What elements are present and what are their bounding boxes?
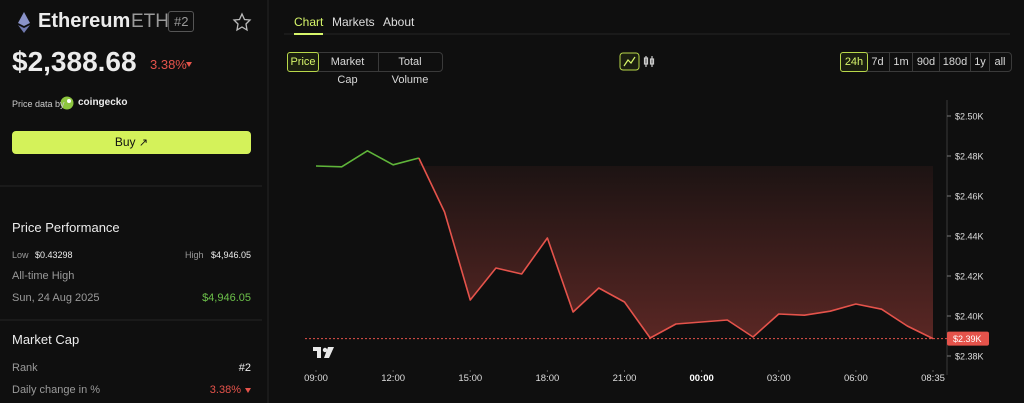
tradingview-logo <box>313 347 334 358</box>
y-tick-label: $2.38K <box>955 352 984 362</box>
coin-symbol: ETH <box>131 11 169 32</box>
x-tick-label: 15:00 <box>458 373 482 384</box>
tab[interactable]: Chart <box>294 15 324 35</box>
eth-logo <box>18 12 30 33</box>
y-tick-label: $2.40K <box>955 312 984 322</box>
daily-change-value: 3.38% <box>209 384 241 396</box>
y-tick-label: $2.44K <box>955 232 984 242</box>
price-line <box>315 150 420 168</box>
x-tick-label: 03:00 <box>767 373 791 384</box>
source-prefix: Price data by <box>12 99 65 109</box>
section-title: Market Cap <box>12 332 80 347</box>
low-label: Low <box>12 250 29 260</box>
ath-date: Sun, 24 Aug 2025 <box>12 292 100 304</box>
range-button[interactable]: 180d <box>939 53 970 71</box>
y-tick-label: $2.50K <box>955 112 984 122</box>
ath-value: $4,946.05 <box>202 292 251 304</box>
x-tick-label: 00:00 <box>689 373 713 384</box>
rank-label: Rank <box>12 362 38 374</box>
buy-label: Buy <box>114 135 136 149</box>
buy-button[interactable]: Buy ↗ <box>12 131 251 154</box>
metric-button[interactable]: Total Volume <box>378 53 441 86</box>
x-tick-label: 09:00 <box>304 373 328 384</box>
source-name: coingecko <box>78 97 128 108</box>
candle-icon[interactable] <box>643 56 655 67</box>
section-title: Price Performance <box>12 220 120 235</box>
ath-label: All-time High <box>12 270 75 282</box>
favorite-star[interactable] <box>232 12 252 32</box>
current-price-tag <box>947 331 989 346</box>
metric-button[interactable]: Market Cap <box>330 56 365 86</box>
coin-name: Ethereum <box>38 10 131 32</box>
daily-change-label: Daily change in % <box>12 384 101 396</box>
tab[interactable]: About <box>383 15 415 29</box>
range-button[interactable]: all <box>989 53 1010 71</box>
range-button[interactable]: 7d <box>871 56 884 68</box>
metric-button[interactable]: Price <box>287 52 319 72</box>
price-line <box>418 157 934 340</box>
range-button[interactable]: 90d <box>912 53 939 71</box>
range-button[interactable]: 24h <box>840 52 868 72</box>
line-icon <box>623 56 636 67</box>
y-tick-label: $2.42K <box>955 272 984 282</box>
x-tick-label: 06:00 <box>844 373 868 384</box>
area <box>418 158 933 339</box>
x-tick-label: 12:00 <box>381 373 405 384</box>
low-value: $0.43298 <box>35 250 73 260</box>
range-button[interactable]: 1y <box>970 53 989 71</box>
price-change: 3.38% <box>150 57 187 72</box>
y-tick-label: $2.48K <box>955 152 984 162</box>
tab[interactable]: Markets <box>332 15 375 29</box>
y-tick-label: $2.46K <box>955 192 984 202</box>
x-tick-label: 18:00 <box>535 373 559 384</box>
range-button[interactable]: 1m <box>889 53 912 71</box>
x-tick-label: 08:35 <box>921 373 945 384</box>
current-price-label: $2.39K <box>953 334 982 344</box>
high-label: High <box>185 250 204 260</box>
high-value: $4,946.05 <box>210 250 251 260</box>
coin-rank: #2 <box>168 11 195 32</box>
rank-value: #2 <box>238 362 251 374</box>
price: $2,388.68 <box>12 46 137 77</box>
down-arrow <box>245 388 251 393</box>
down-arrow <box>186 62 192 67</box>
x-tick-label: 21:00 <box>613 373 637 384</box>
coingecko-logo-eye <box>67 99 71 103</box>
